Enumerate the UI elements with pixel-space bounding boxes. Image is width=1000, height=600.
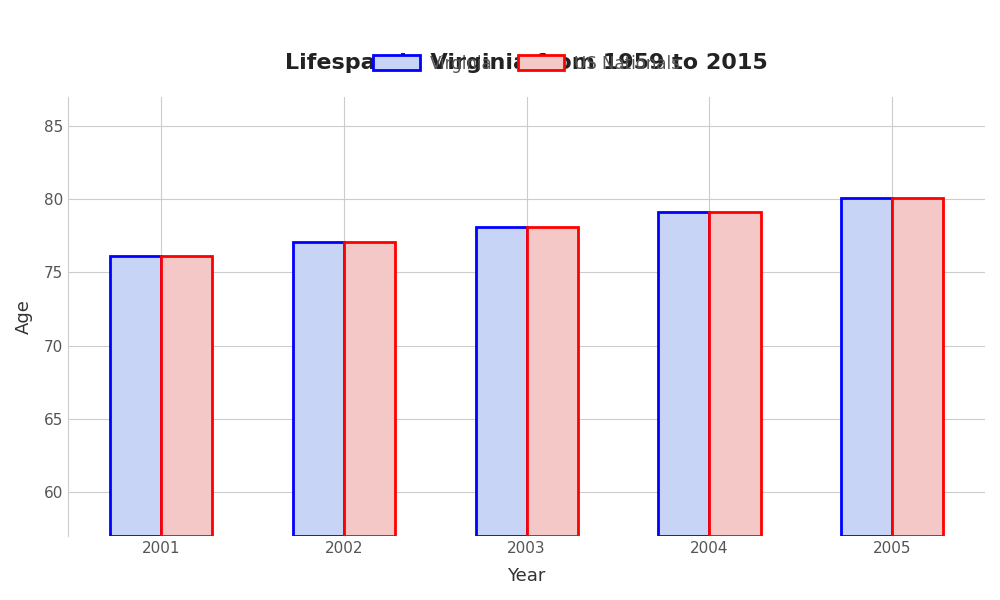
Bar	[841, 198, 892, 536]
Y-axis label: Age: Age	[15, 299, 33, 334]
Bar	[527, 227, 578, 536]
Bar	[709, 212, 761, 536]
X-axis label: Year: Year	[507, 567, 546, 585]
Legend: Virginia, US Nationals: Virginia, US Nationals	[367, 48, 687, 79]
Bar	[161, 256, 212, 536]
Bar	[344, 242, 395, 536]
Bar	[892, 198, 943, 536]
Bar	[293, 242, 344, 536]
Bar	[110, 256, 161, 536]
Bar	[658, 212, 709, 536]
Title: Lifespan in Virginia from 1959 to 2015: Lifespan in Virginia from 1959 to 2015	[285, 53, 768, 73]
Bar	[476, 227, 527, 536]
